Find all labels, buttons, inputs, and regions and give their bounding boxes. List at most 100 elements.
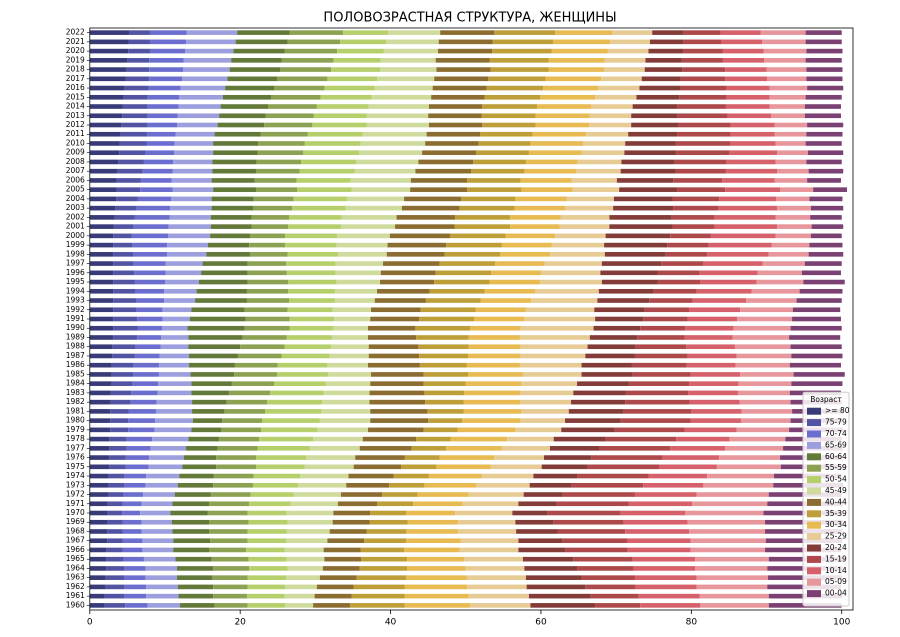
- bar-segment: [188, 436, 220, 442]
- bar-segment: [374, 85, 433, 91]
- y-tick-label: 2022: [66, 28, 85, 37]
- bar-segment: [677, 104, 726, 109]
- bar-segment: [113, 335, 138, 340]
- bar-segment: [435, 270, 492, 276]
- bar-segment: [213, 473, 254, 479]
- bar-segment: [540, 270, 601, 276]
- bar-segment: [131, 233, 168, 239]
- bar-segment: [149, 67, 184, 72]
- bar-segment: [119, 141, 147, 146]
- bar-segment: [134, 215, 170, 220]
- bar-segment: [177, 482, 214, 488]
- bar-segment: [249, 242, 286, 248]
- bar-segment: [149, 76, 183, 82]
- legend-label: 75-79: [825, 418, 847, 427]
- bar-segment: [426, 131, 481, 137]
- bar-segment: [571, 482, 644, 488]
- bar-segment: [577, 566, 634, 571]
- bar-segment: [107, 510, 123, 516]
- bar-segment: [657, 270, 700, 276]
- bar-segment: [769, 85, 808, 91]
- bar-segment: [274, 85, 325, 91]
- bar-segment: [251, 224, 289, 229]
- bar-segment: [769, 94, 806, 100]
- bar-segment: [679, 94, 727, 100]
- bar-segment: [147, 94, 180, 100]
- bar-segment: [631, 113, 678, 119]
- bar-segment: [147, 122, 178, 128]
- bar-segment: [126, 446, 151, 451]
- bar-segment: [89, 427, 111, 433]
- y-tick-label: 1977: [66, 443, 85, 452]
- bar-segment: [351, 593, 405, 599]
- bar-segment: [809, 196, 843, 202]
- bar-segment: [522, 556, 574, 562]
- bar-segment: [211, 178, 255, 183]
- bar-segment: [133, 261, 166, 266]
- legend-label: 15-19: [825, 554, 847, 563]
- bar-segment: [110, 427, 129, 433]
- bar-segment: [113, 307, 137, 313]
- bar-segment: [209, 501, 250, 507]
- bar-segment: [790, 325, 842, 331]
- bar-segment: [353, 464, 402, 470]
- bar-segment: [289, 30, 344, 35]
- bar-segment: [285, 584, 317, 590]
- bar-segment: [267, 399, 323, 405]
- bar-segment: [89, 510, 108, 516]
- y-tick-label: 1993: [66, 296, 85, 305]
- bar-segment: [156, 399, 193, 405]
- y-tick-label: 2013: [66, 111, 85, 120]
- bar-segment: [589, 113, 632, 119]
- bar-segment: [108, 492, 124, 497]
- bar-segment: [336, 242, 388, 248]
- bar-segment: [771, 113, 805, 119]
- bar-segment: [383, 48, 438, 54]
- bar-segment: [323, 547, 361, 553]
- bar-segment: [530, 603, 596, 608]
- bar-segment: [146, 584, 178, 590]
- bar-segment: [789, 335, 841, 340]
- bar-segment: [123, 556, 144, 562]
- bar-segment: [253, 473, 301, 479]
- bar-segment: [246, 547, 285, 553]
- bar-segment: [690, 418, 741, 423]
- bar-segment: [157, 390, 192, 396]
- x-tick-label: 20: [234, 618, 246, 628]
- bar-segment: [226, 399, 268, 405]
- bar-segment: [458, 519, 516, 525]
- bar-segment: [370, 418, 429, 423]
- bar-segment: [625, 141, 676, 146]
- bar-segment: [261, 418, 320, 423]
- legend-label: 25-29: [825, 532, 847, 541]
- bar-segment: [457, 427, 516, 433]
- bar-segment: [587, 464, 660, 470]
- bar-segment: [424, 482, 477, 488]
- bar-segment: [466, 362, 520, 368]
- bar-segment: [808, 252, 844, 257]
- bar-segment: [113, 261, 134, 266]
- bar-segment: [290, 501, 338, 507]
- bar-segment: [89, 390, 111, 396]
- bar-segment: [264, 409, 322, 414]
- bar-segment: [434, 279, 490, 285]
- bar-segment: [89, 288, 114, 294]
- bar-segment: [549, 252, 605, 257]
- bar-segment: [328, 372, 372, 377]
- bar-segment: [235, 39, 288, 45]
- bar-segment: [418, 159, 474, 165]
- bar-segment: [552, 39, 611, 45]
- bar-segment: [484, 94, 541, 100]
- bar-segment: [286, 575, 320, 580]
- bar-segment: [368, 362, 420, 368]
- bar-segment: [484, 288, 535, 294]
- bar-segment: [329, 353, 369, 359]
- bar-segment: [369, 399, 426, 405]
- bar-segment: [170, 205, 212, 211]
- bar-segment: [710, 233, 776, 239]
- bar-segment: [464, 390, 521, 396]
- bar-segment: [393, 473, 429, 479]
- bar-segment: [140, 510, 171, 516]
- bar-segment: [389, 233, 450, 239]
- bar-segment: [287, 307, 333, 313]
